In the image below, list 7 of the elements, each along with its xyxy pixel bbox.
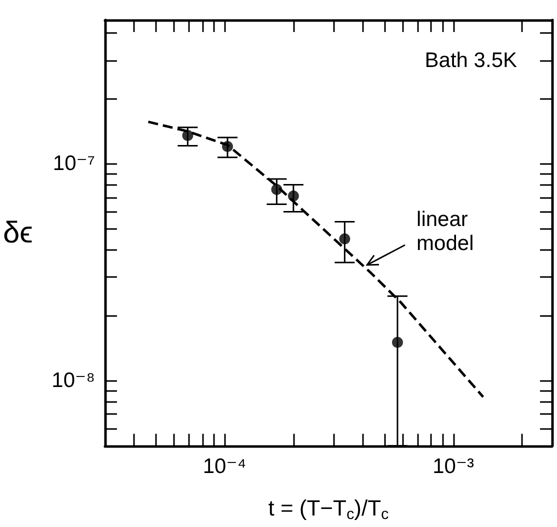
- annotation: linear model: [416, 208, 474, 255]
- y-axis-title: δϵ: [2, 216, 33, 250]
- annotation: Bath 3.5K: [424, 49, 517, 72]
- x-tick-label: 10⁻⁴: [202, 454, 246, 478]
- y-tick-label: 10⁻⁸: [52, 369, 95, 392]
- y-tick-label: 10⁻⁷: [52, 152, 95, 176]
- x-tick-label: 10⁻³: [432, 454, 474, 478]
